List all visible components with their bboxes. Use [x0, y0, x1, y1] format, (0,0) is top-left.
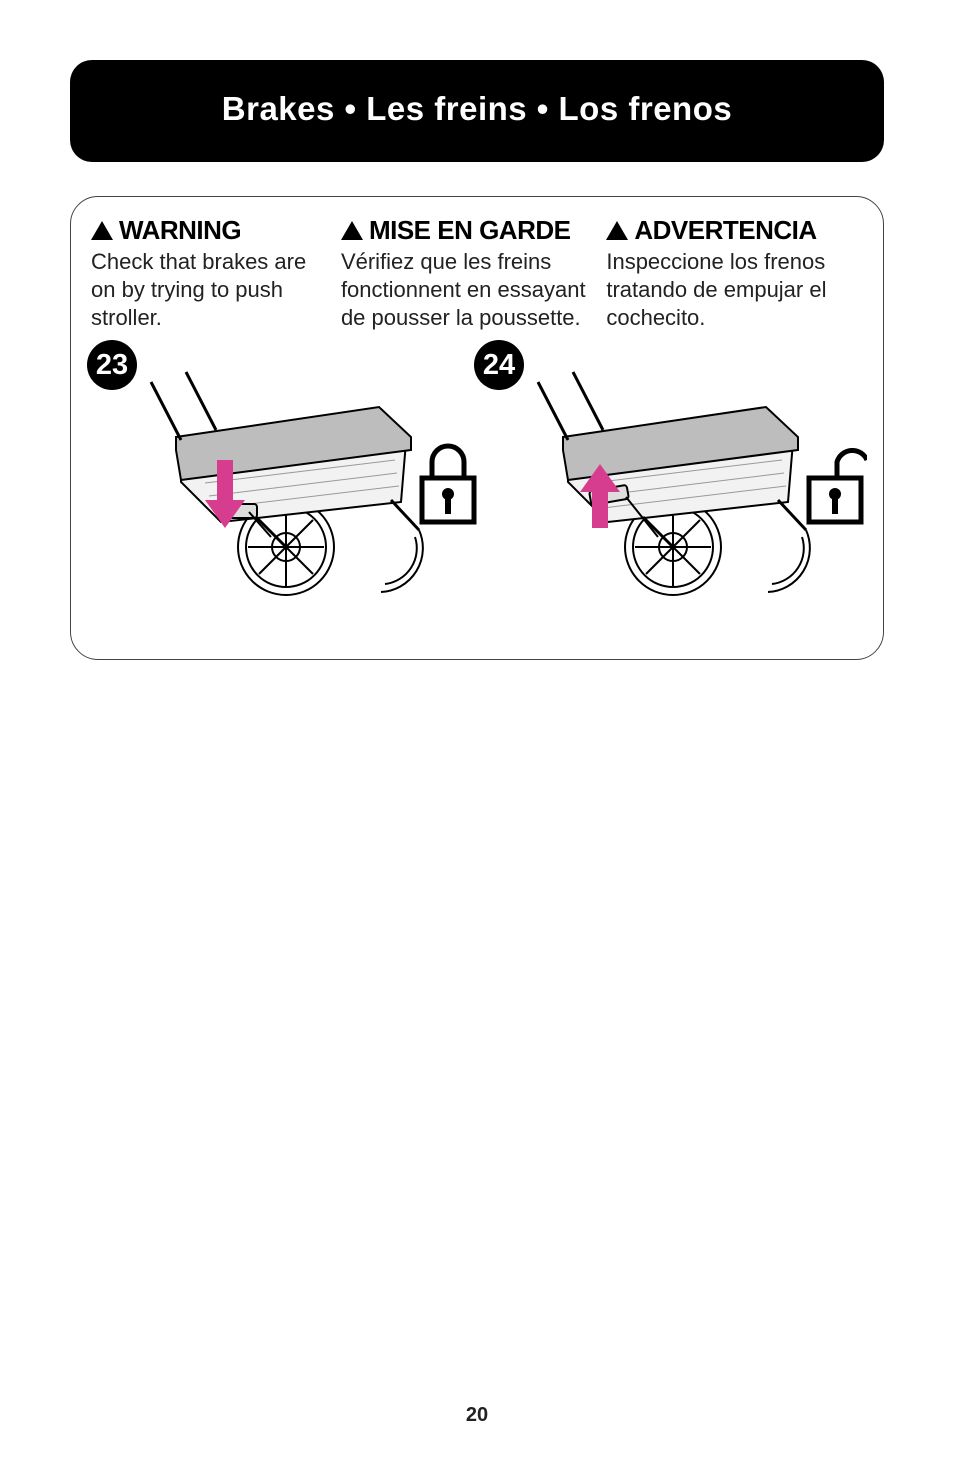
stroller-brake-locked-illustration	[121, 352, 431, 602]
warning-heading-es: ADVERTENCIA	[606, 215, 885, 246]
figure-right: 24	[478, 346, 865, 606]
warning-panel: WARNING Check that brakes are on by tryi…	[70, 196, 884, 660]
figures-row: 23	[91, 346, 865, 606]
warning-col-fr: MISE EN GARDE Vérifiez que les freins fo…	[341, 215, 596, 332]
warning-body-es: Inspeccione los frenos tratando de empuj…	[606, 248, 885, 332]
warning-triangle-icon	[341, 221, 363, 240]
warning-heading-fr-text: MISE EN GARDE	[369, 215, 571, 246]
stroller-brake-unlocked-illustration	[508, 352, 818, 602]
warning-triangle-icon	[606, 221, 628, 240]
page-number: 20	[0, 1404, 954, 1427]
warning-body-en: Check that brakes are on by trying to pu…	[91, 248, 331, 332]
figure-left: 23	[91, 346, 478, 606]
warning-heading-en: WARNING	[91, 215, 331, 246]
warning-triangle-icon	[91, 221, 113, 240]
warning-columns: WARNING Check that brakes are on by tryi…	[91, 215, 865, 332]
warning-heading-fr: MISE EN GARDE	[341, 215, 596, 246]
warning-heading-en-text: WARNING	[119, 215, 241, 246]
warning-col-en: WARNING Check that brakes are on by tryi…	[91, 215, 331, 332]
unlocked-icon	[803, 438, 867, 528]
warning-body-fr: Vérifiez que les freins fonctionnent en …	[341, 248, 596, 332]
warning-col-es: ADVERTENCIA Inspeccione los frenos trata…	[606, 215, 885, 332]
section-title: Brakes • Les freins • Los frenos	[70, 60, 884, 162]
warning-heading-es-text: ADVERTENCIA	[634, 215, 816, 246]
locked-icon	[416, 438, 480, 528]
